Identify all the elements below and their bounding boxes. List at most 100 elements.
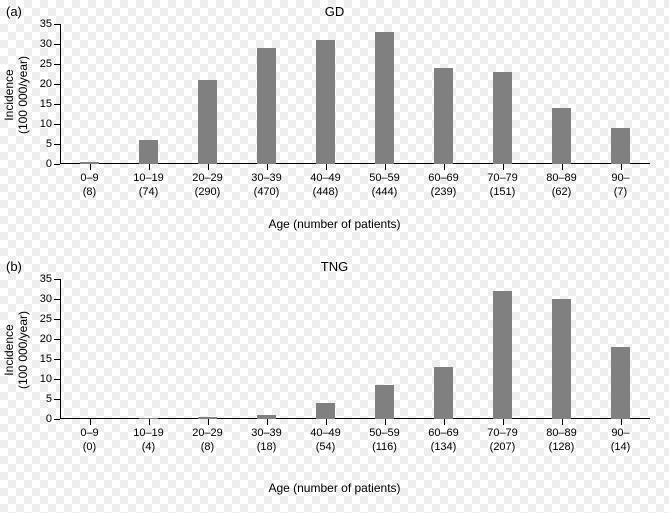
bar bbox=[198, 80, 217, 164]
plot-b: 051015202530350–9(0)10–19(4)20–29(8)30–3… bbox=[60, 279, 650, 419]
ylabel-a-line2: (100 000/year) bbox=[16, 30, 30, 160]
xtick-label-count: (74) bbox=[133, 186, 164, 200]
xtick-label: 90–(7) bbox=[611, 164, 629, 200]
xtick-label-range: 70–79 bbox=[487, 172, 518, 186]
ytick-label: 0 bbox=[46, 158, 60, 170]
xtick-label-range: 80–89 bbox=[546, 172, 577, 186]
xtick-label: 40–49(54) bbox=[310, 419, 341, 455]
ytick-label: 25 bbox=[40, 313, 60, 325]
xtick-label-count: (8) bbox=[192, 441, 223, 455]
bar bbox=[316, 403, 335, 419]
xtick-label: 0–9(8) bbox=[80, 164, 98, 200]
ytick-label: 15 bbox=[40, 98, 60, 110]
xtick-label-count: (14) bbox=[611, 441, 631, 455]
xtick-label: 50–59(116) bbox=[369, 419, 400, 455]
xtick-label-range: 90– bbox=[611, 427, 631, 441]
xtick-label-count: (128) bbox=[546, 441, 577, 455]
xtick-label: 10–19(4) bbox=[133, 419, 164, 455]
xtick-label: 10–19(74) bbox=[133, 164, 164, 200]
panel-b: (b) TNG Incidence (100 000/year) 0510152… bbox=[0, 255, 669, 513]
xtick-label-range: 10–19 bbox=[133, 427, 164, 441]
xtick-label-range: 70–79 bbox=[487, 427, 518, 441]
ytick-label: 35 bbox=[40, 273, 60, 285]
plot-a: 051015202530350–9(8)10–19(74)20–29(290)3… bbox=[60, 24, 650, 164]
xtick-label-range: 0–9 bbox=[80, 427, 98, 441]
xtick-label-count: (239) bbox=[428, 186, 459, 200]
xtick-label-range: 10–19 bbox=[133, 172, 164, 186]
ytick-label: 20 bbox=[40, 78, 60, 90]
panel-title-b: TNG bbox=[0, 259, 669, 274]
ytick-label: 0 bbox=[46, 413, 60, 425]
xtick-label-range: 50–59 bbox=[369, 427, 400, 441]
xtick-label-count: (4) bbox=[133, 441, 164, 455]
figure-root: (a) GD Incidence (100 000/year) 05101520… bbox=[0, 0, 669, 513]
xtick-label: 80–89(62) bbox=[546, 164, 577, 200]
xtick-label-count: (448) bbox=[310, 186, 341, 200]
xtick-label-range: 80–89 bbox=[546, 427, 577, 441]
xtick-label-count: (444) bbox=[369, 186, 400, 200]
ylabel-b: Incidence (100 000/year) bbox=[2, 285, 31, 415]
ylabel-a: Incidence (100 000/year) bbox=[2, 30, 31, 160]
xtick-label-count: (8) bbox=[80, 186, 98, 200]
xtick-label-range: 60–69 bbox=[428, 427, 459, 441]
xtick-label: 40–49(448) bbox=[310, 164, 341, 200]
xtick-label: 30–39(470) bbox=[251, 164, 282, 200]
ytick-label: 15 bbox=[40, 353, 60, 365]
xtick-label: 20–29(290) bbox=[192, 164, 223, 200]
xtick-label-count: (116) bbox=[369, 441, 400, 455]
xtick-label: 0–9(0) bbox=[80, 419, 98, 455]
xtick-label-range: 0–9 bbox=[80, 172, 98, 186]
ytick-label: 20 bbox=[40, 333, 60, 345]
bar bbox=[375, 385, 394, 419]
bar bbox=[552, 108, 571, 164]
ylabel-b-line1: Incidence bbox=[2, 285, 16, 415]
bar bbox=[434, 367, 453, 419]
ylabel-a-line1: Incidence bbox=[2, 30, 16, 160]
xtick-label-count: (290) bbox=[192, 186, 223, 200]
panel-title-a: GD bbox=[0, 4, 669, 19]
xtick-label-range: 40–49 bbox=[310, 427, 341, 441]
xtick-label: 60–69(134) bbox=[428, 419, 459, 455]
ytick-label: 25 bbox=[40, 58, 60, 70]
xtick-label: 50–59(444) bbox=[369, 164, 400, 200]
bar bbox=[611, 347, 630, 419]
ytick-label: 30 bbox=[40, 38, 60, 50]
axis-y-a bbox=[60, 24, 61, 164]
xlabel-a: Age (number of patients) bbox=[0, 217, 669, 231]
bar bbox=[493, 72, 512, 164]
panel-a: (a) GD Incidence (100 000/year) 05101520… bbox=[0, 0, 669, 255]
bar bbox=[434, 68, 453, 164]
bar bbox=[257, 48, 276, 164]
ytick-label: 5 bbox=[46, 138, 60, 150]
ylabel-b-line2: (100 000/year) bbox=[16, 285, 30, 415]
xtick-label-range: 40–49 bbox=[310, 172, 341, 186]
ytick-label: 35 bbox=[40, 18, 60, 30]
xtick-label-range: 20–29 bbox=[192, 172, 223, 186]
xtick-label: 20–29(8) bbox=[192, 419, 223, 455]
bar bbox=[316, 40, 335, 164]
axis-y-b bbox=[60, 279, 61, 419]
xtick-label-count: (54) bbox=[310, 441, 341, 455]
bar bbox=[611, 128, 630, 164]
ytick-label: 10 bbox=[40, 373, 60, 385]
xtick-label-range: 30–39 bbox=[251, 172, 282, 186]
bar bbox=[139, 140, 158, 164]
ytick-label: 10 bbox=[40, 118, 60, 130]
xtick-label-range: 60–69 bbox=[428, 172, 459, 186]
xtick-label-count: (134) bbox=[428, 441, 459, 455]
xtick-label-range: 20–29 bbox=[192, 427, 223, 441]
xlabel-b: Age (number of patients) bbox=[0, 481, 669, 495]
xtick-label: 30–39(18) bbox=[251, 419, 282, 455]
bar bbox=[552, 299, 571, 419]
xtick-label-range: 50–59 bbox=[369, 172, 400, 186]
xtick-label: 70–79(207) bbox=[487, 419, 518, 455]
ytick-label: 30 bbox=[40, 293, 60, 305]
xtick-label-range: 90– bbox=[611, 172, 629, 186]
xtick-label: 90–(14) bbox=[611, 419, 631, 455]
bar bbox=[493, 291, 512, 419]
xtick-label-count: (470) bbox=[251, 186, 282, 200]
xtick-label: 80–89(128) bbox=[546, 419, 577, 455]
xtick-label: 60–69(239) bbox=[428, 164, 459, 200]
xtick-label-count: (7) bbox=[611, 186, 629, 200]
xtick-label-count: (18) bbox=[251, 441, 282, 455]
